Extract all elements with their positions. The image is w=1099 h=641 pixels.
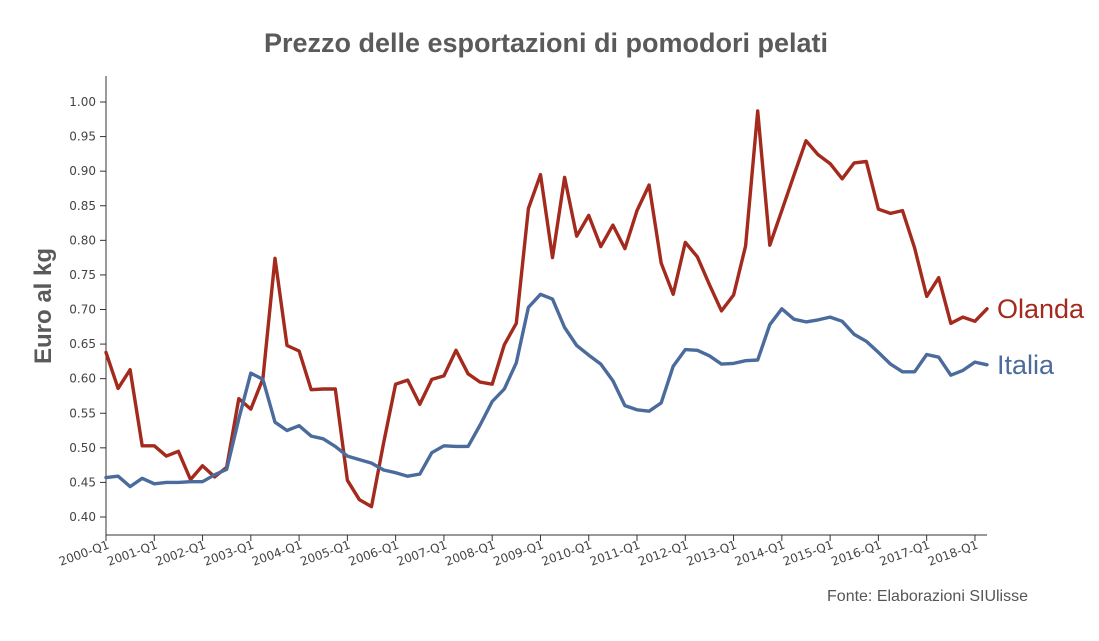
series-line-italia — [104, 292, 989, 489]
x-tick-label: 2001-Q1 — [105, 538, 159, 569]
x-tick-label: 2000-Q1 — [57, 538, 111, 569]
y-tick-label: 0.65 — [69, 337, 96, 351]
x-tick-label: 2006-Q1 — [347, 538, 401, 569]
y-axis-label: Euro al kg — [30, 248, 57, 364]
series-labels: Olanda Italia — [997, 294, 1085, 380]
x-tick-label: 2015-Q1 — [781, 538, 835, 569]
x-tick-label: 2002-Q1 — [154, 538, 208, 569]
x-tick-label: 2018-Q1 — [926, 538, 980, 569]
x-tick-label: 2009-Q1 — [491, 538, 545, 569]
x-tick-label: 2017-Q1 — [878, 538, 932, 569]
series-label-olanda: Olanda — [997, 294, 1085, 324]
x-tick-label: 2013-Q1 — [685, 538, 739, 569]
series-line-olanda — [104, 109, 989, 509]
y-tick-label: 1.00 — [69, 95, 96, 109]
y-tick-label: 0.45 — [69, 475, 96, 489]
series-label-italia: Italia — [997, 350, 1055, 380]
x-tick-label: 2014-Q1 — [733, 538, 787, 569]
x-tick-label: 2007-Q1 — [395, 538, 449, 569]
x-tick-label: 2004-Q1 — [250, 538, 304, 569]
y-tick-label: 0.60 — [69, 372, 96, 386]
x-tick-label: 2010-Q1 — [540, 538, 594, 569]
y-tick-label: 0.70 — [69, 303, 96, 317]
y-tick-label: 0.50 — [69, 441, 96, 455]
y-tick-label: 0.85 — [69, 199, 96, 213]
x-tick-label: 2005-Q1 — [298, 538, 352, 569]
x-tick-label: 2012-Q1 — [636, 538, 690, 569]
y-tick-label: 0.40 — [69, 510, 96, 524]
y-tick-label: 0.95 — [69, 130, 96, 144]
x-axis-ticks: 2000-Q12001-Q12002-Q12003-Q12004-Q12005-… — [57, 535, 980, 569]
y-tick-label: 0.55 — [69, 406, 96, 420]
y-tick-label: 0.80 — [69, 233, 96, 247]
x-tick-label: 2008-Q1 — [443, 538, 497, 569]
y-axis-ticks: 0.40 0.45 0.50 0.55 0.60 0.65 0.70 0.75 0.80 0.85… — [69, 95, 106, 524]
series-lines — [104, 109, 989, 509]
source-note: Fonte: Elaborazioni SIUlisse — [827, 588, 1028, 605]
x-tick-label: 2016-Q1 — [829, 538, 883, 569]
y-tick-label: 0.90 — [69, 164, 96, 178]
y-tick-label: 0.75 — [69, 268, 96, 282]
x-tick-label: 2011-Q1 — [588, 538, 642, 569]
chart-title: Prezzo delle esportazioni di pomodori pe… — [264, 28, 828, 58]
x-tick-label: 2003-Q1 — [202, 538, 256, 569]
